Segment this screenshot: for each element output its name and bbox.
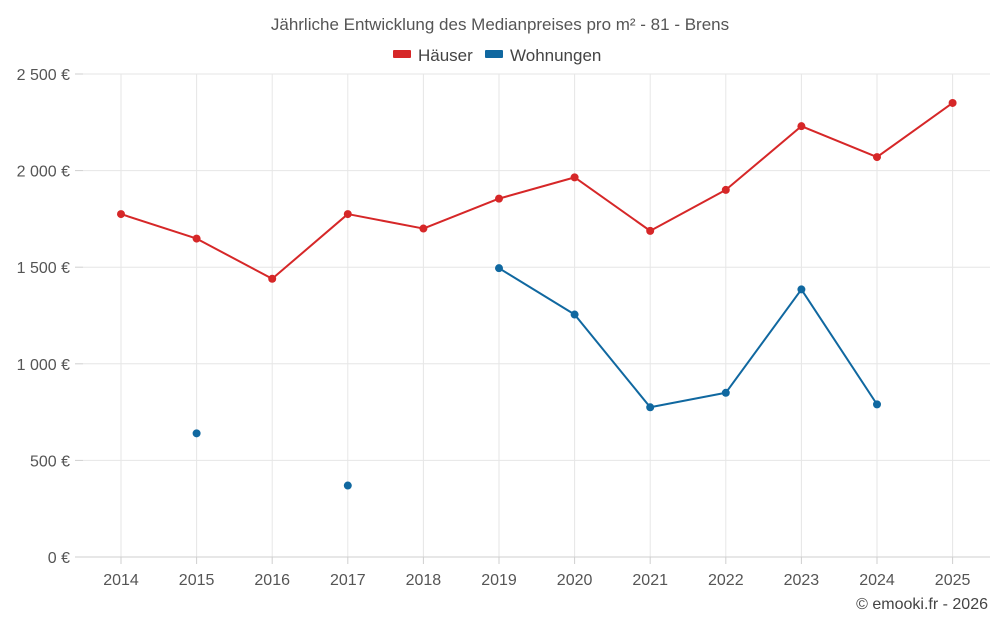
series-layer — [117, 98, 957, 490]
series-wohnungen — [192, 264, 881, 490]
data-point-haeuser-2020[interactable] — [570, 173, 579, 182]
x-tick-label: 2019 — [481, 572, 517, 589]
x-tick-label: 2023 — [784, 572, 820, 589]
data-point-haeuser-2024[interactable] — [873, 153, 881, 162]
data-point-haeuser-2014[interactable] — [117, 210, 125, 219]
series-line-wohnungen — [498, 267, 878, 409]
x-tick-label: 2017 — [330, 572, 366, 589]
chart-title: Jährliche Entwicklung des Medianpreises … — [271, 15, 729, 34]
y-tick-label: 1 500 € — [17, 260, 70, 277]
data-point-wohnungen-2020[interactable] — [570, 310, 579, 319]
x-tick-label: 2020 — [557, 572, 593, 589]
data-point-haeuser-2025[interactable] — [948, 98, 957, 107]
x-tick-label: 2018 — [406, 572, 442, 589]
y-tick-label: 2 500 € — [17, 67, 70, 84]
x-tick-label: 2016 — [254, 572, 290, 589]
legend-item-wohnungen[interactable]: Wohnungen — [485, 46, 601, 65]
data-point-wohnungen-2021[interactable] — [646, 403, 655, 412]
data-point-wohnungen-2019[interactable] — [495, 264, 503, 273]
y-axis-ticks: 0 € 500 € 1 000 € 1 500 € 2 000 € 2 500 € — [17, 67, 83, 567]
data-point-wohnungen-2023[interactable] — [797, 285, 806, 294]
data-point-wohnungen-2024[interactable] — [873, 400, 881, 409]
legend: Häuser Wohnungen — [393, 46, 601, 65]
series-line-haeuser — [120, 102, 954, 280]
data-point-haeuser-2017[interactable] — [343, 210, 352, 219]
x-tick-label: 2022 — [708, 572, 744, 589]
credit: © emooki.fr - 2026 — [856, 596, 988, 613]
data-point-haeuser-2021[interactable] — [646, 226, 655, 235]
data-point-haeuser-2016[interactable] — [268, 274, 277, 283]
data-point-haeuser-2018[interactable] — [419, 224, 428, 233]
y-tick-label: 2 000 € — [17, 164, 70, 181]
legend-item-haeuser[interactable]: Häuser — [393, 46, 473, 65]
x-tick-label: 2024 — [859, 572, 895, 589]
legend-swatch-wohnungen — [485, 50, 503, 58]
legend-label-wohnungen: Wohnungen — [510, 46, 601, 65]
y-tick-label: 1 000 € — [17, 357, 70, 374]
data-point-haeuser-2019[interactable] — [495, 194, 503, 203]
data-point-wohnungen-2015[interactable] — [192, 429, 201, 438]
x-tick-label: 2021 — [632, 572, 668, 589]
data-point-wohnungen-2022[interactable] — [721, 388, 730, 397]
grid — [83, 73, 990, 557]
data-point-wohnungen-2017[interactable] — [343, 481, 352, 490]
x-tick-label: 2015 — [179, 572, 215, 589]
legend-label-haeuser: Häuser — [418, 46, 473, 65]
data-point-haeuser-2022[interactable] — [721, 185, 730, 194]
data-point-haeuser-2023[interactable] — [797, 122, 806, 131]
x-tick-label: 2025 — [935, 572, 971, 589]
data-point-haeuser-2015[interactable] — [192, 234, 201, 243]
x-axis-ticks: 2014 2015 2016 2017 2018 2019 2020 2021 2022 2023… — [103, 557, 970, 589]
legend-swatch-haeuser — [393, 50, 411, 58]
series-haeuser — [117, 98, 957, 283]
x-tick-label: 2014 — [103, 572, 139, 589]
y-tick-label: 500 € — [30, 453, 70, 470]
y-tick-label: 0 € — [48, 550, 70, 567]
